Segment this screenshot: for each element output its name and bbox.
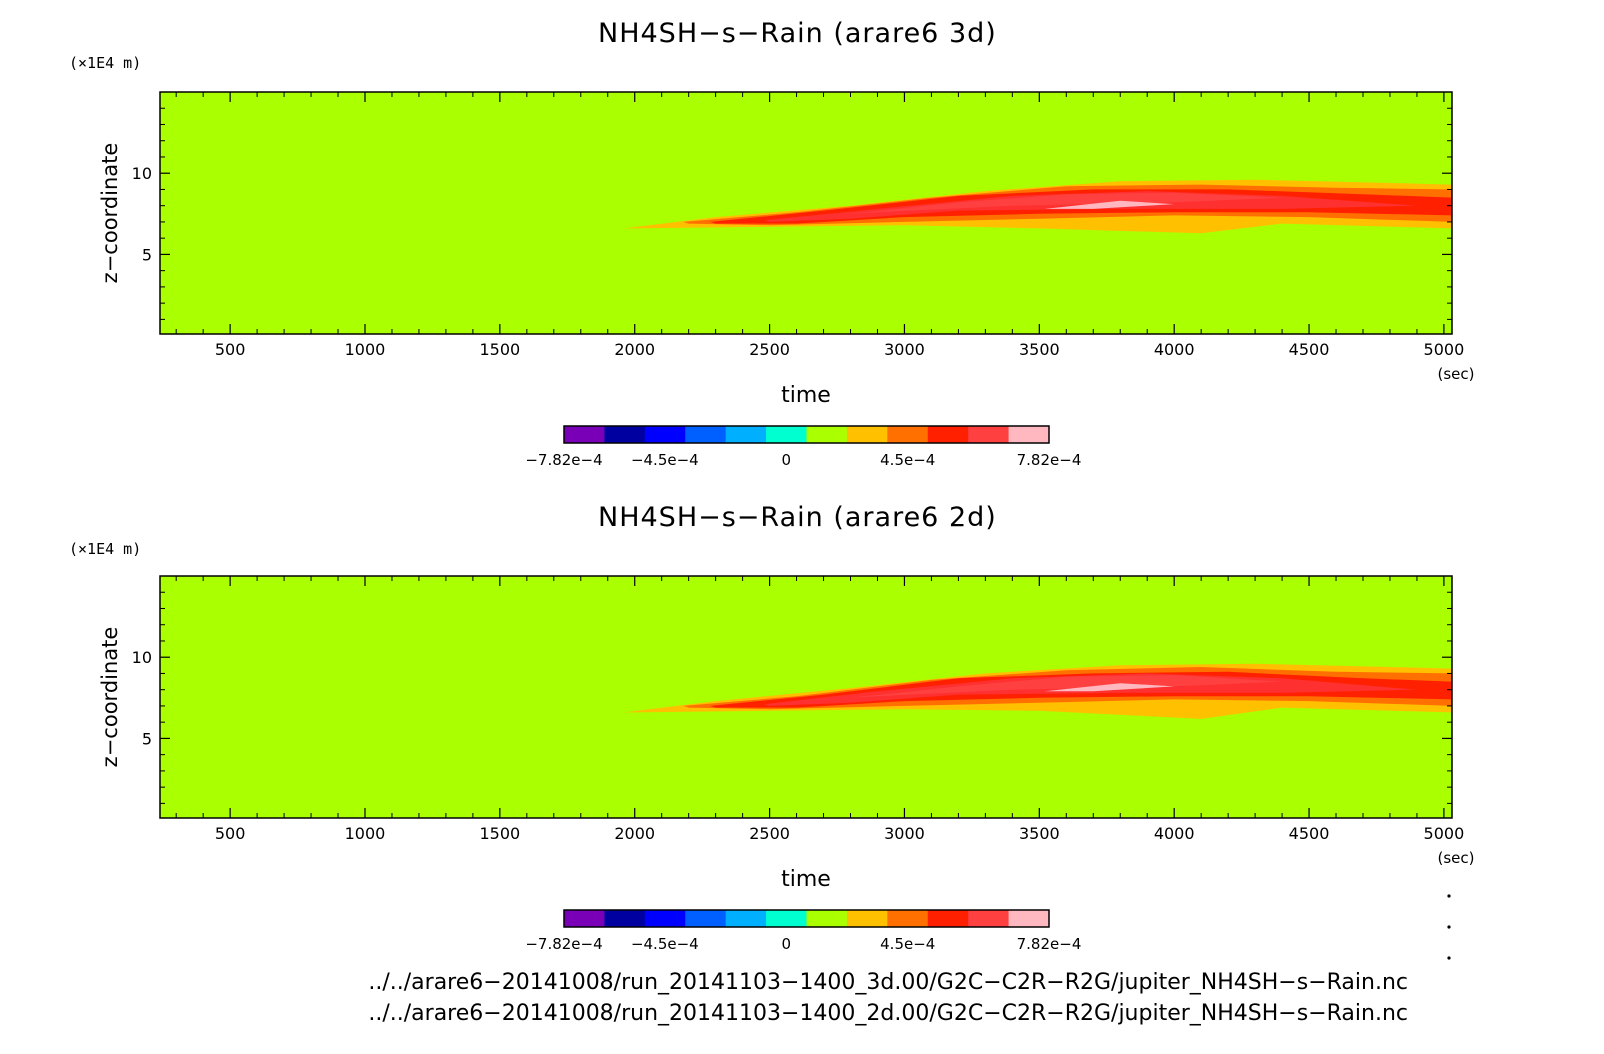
x-tick-label: 1500 xyxy=(479,340,520,359)
marker-dot xyxy=(1447,894,1451,898)
colorbar-swatch xyxy=(846,426,888,443)
colorbar-tick-label: 4.5e−4 xyxy=(880,935,935,953)
y-tick-label: 5 xyxy=(142,729,152,748)
x-tick-label: 3500 xyxy=(1019,340,1060,359)
colorbar-swatch xyxy=(766,426,807,443)
x-tick-label: 3500 xyxy=(1019,824,1060,843)
x-tick-label: 2500 xyxy=(749,340,790,359)
x-axis-label: time xyxy=(781,383,831,408)
contour-region xyxy=(1044,200,1175,209)
contour-region xyxy=(850,192,1283,214)
colorbar-swatch xyxy=(806,426,848,443)
x-unit-label: (sec) xyxy=(1438,365,1475,383)
colorbar-tick-label: 0 xyxy=(782,451,792,469)
colorbar-swatch xyxy=(604,910,646,927)
colorbar-tick-label: 7.82e−4 xyxy=(1017,451,1082,469)
plot-frame xyxy=(159,91,1453,335)
y-unit-label-3d: (×1E4 m) xyxy=(69,54,142,72)
x-axis-label: time xyxy=(781,867,831,892)
contour-region xyxy=(850,675,1283,698)
colorbar-swatch xyxy=(968,910,1010,927)
x-tick-label: 3000 xyxy=(884,340,925,359)
colorbar-swatch xyxy=(564,426,605,443)
x-tick-label: 4000 xyxy=(1154,824,1195,843)
file-path-2d: ../../arare6−20141008/run_20141103−1400_… xyxy=(368,1001,1408,1026)
chart-title-3d: NH4SH−s−Rain (arare6 3d) xyxy=(598,18,997,49)
chart-title-2d: NH4SH−s−Rain (arare6 2d) xyxy=(598,502,997,533)
x-tick-label: 500 xyxy=(215,340,246,359)
colorbar-swatch xyxy=(887,426,929,443)
plot-frame xyxy=(159,575,1453,819)
colorbar-swatch xyxy=(604,426,646,443)
colorbar-tick-label: 7.82e−4 xyxy=(1017,935,1082,953)
y-unit-label-2d: (×1E4 m) xyxy=(69,540,142,558)
x-tick-label: 4500 xyxy=(1289,340,1330,359)
x-tick-label: 2000 xyxy=(614,824,655,843)
colorbar-tick-label: 0 xyxy=(782,935,792,953)
colorbar-swatch xyxy=(846,910,888,927)
y-tick-label: 10 xyxy=(132,164,152,183)
colorbar-tick-label: −4.5e−4 xyxy=(631,935,699,953)
colorbar-tick-label: −7.82e−4 xyxy=(525,451,602,469)
y-axis-label: z−coordinate xyxy=(98,627,122,768)
colorbar-swatch xyxy=(968,426,1010,443)
colorbar-swatch xyxy=(644,910,686,927)
x-tick-label: 4500 xyxy=(1289,824,1330,843)
colorbar-swatch xyxy=(927,910,969,927)
colorbar-swatch xyxy=(725,426,767,443)
colorbar-tick-label: 4.5e−4 xyxy=(880,451,935,469)
contour-region xyxy=(1044,683,1175,692)
marker-dot xyxy=(1447,956,1451,960)
x-tick-label: 1500 xyxy=(479,824,520,843)
y-tick-label: 5 xyxy=(142,245,152,264)
x-tick-label: 2500 xyxy=(749,824,790,843)
x-tick-label: 500 xyxy=(215,824,246,843)
x-tick-label: 2000 xyxy=(614,340,655,359)
contour-group xyxy=(623,179,1452,234)
x-unit-label: (sec) xyxy=(1438,849,1475,867)
y-tick-label: 10 xyxy=(132,648,152,667)
x-tick-label: 1000 xyxy=(345,340,386,359)
colorbar-swatch xyxy=(806,910,848,927)
colorbar-swatch xyxy=(564,910,605,927)
colorbar-swatch xyxy=(685,426,727,443)
colorbar-frame xyxy=(563,909,1050,928)
colorbar-tick-label: −7.82e−4 xyxy=(525,935,602,953)
contour-group xyxy=(623,663,1452,719)
file-path-3d: ../../arare6−20141008/run_20141103−1400_… xyxy=(368,970,1408,995)
colorbar-swatch xyxy=(1008,910,1050,927)
colorbar-swatch xyxy=(927,426,969,443)
colorbar-frame xyxy=(563,425,1050,444)
x-tick-label: 5000 xyxy=(1424,340,1465,359)
colorbar-swatch xyxy=(1008,426,1050,443)
y-axis-label: z−coordinate xyxy=(98,143,122,284)
colorbar-tick-label: −4.5e−4 xyxy=(631,451,699,469)
x-tick-label: 3000 xyxy=(884,824,925,843)
x-tick-label: 4000 xyxy=(1154,340,1195,359)
x-tick-label: 5000 xyxy=(1424,824,1465,843)
colorbar-swatch xyxy=(887,910,929,927)
colorbar-swatch xyxy=(766,910,807,927)
colorbar-swatch xyxy=(725,910,767,927)
x-tick-label: 1000 xyxy=(345,824,386,843)
marker-dot xyxy=(1447,925,1451,929)
colorbar-swatch xyxy=(685,910,727,927)
colorbar-swatch xyxy=(644,426,686,443)
